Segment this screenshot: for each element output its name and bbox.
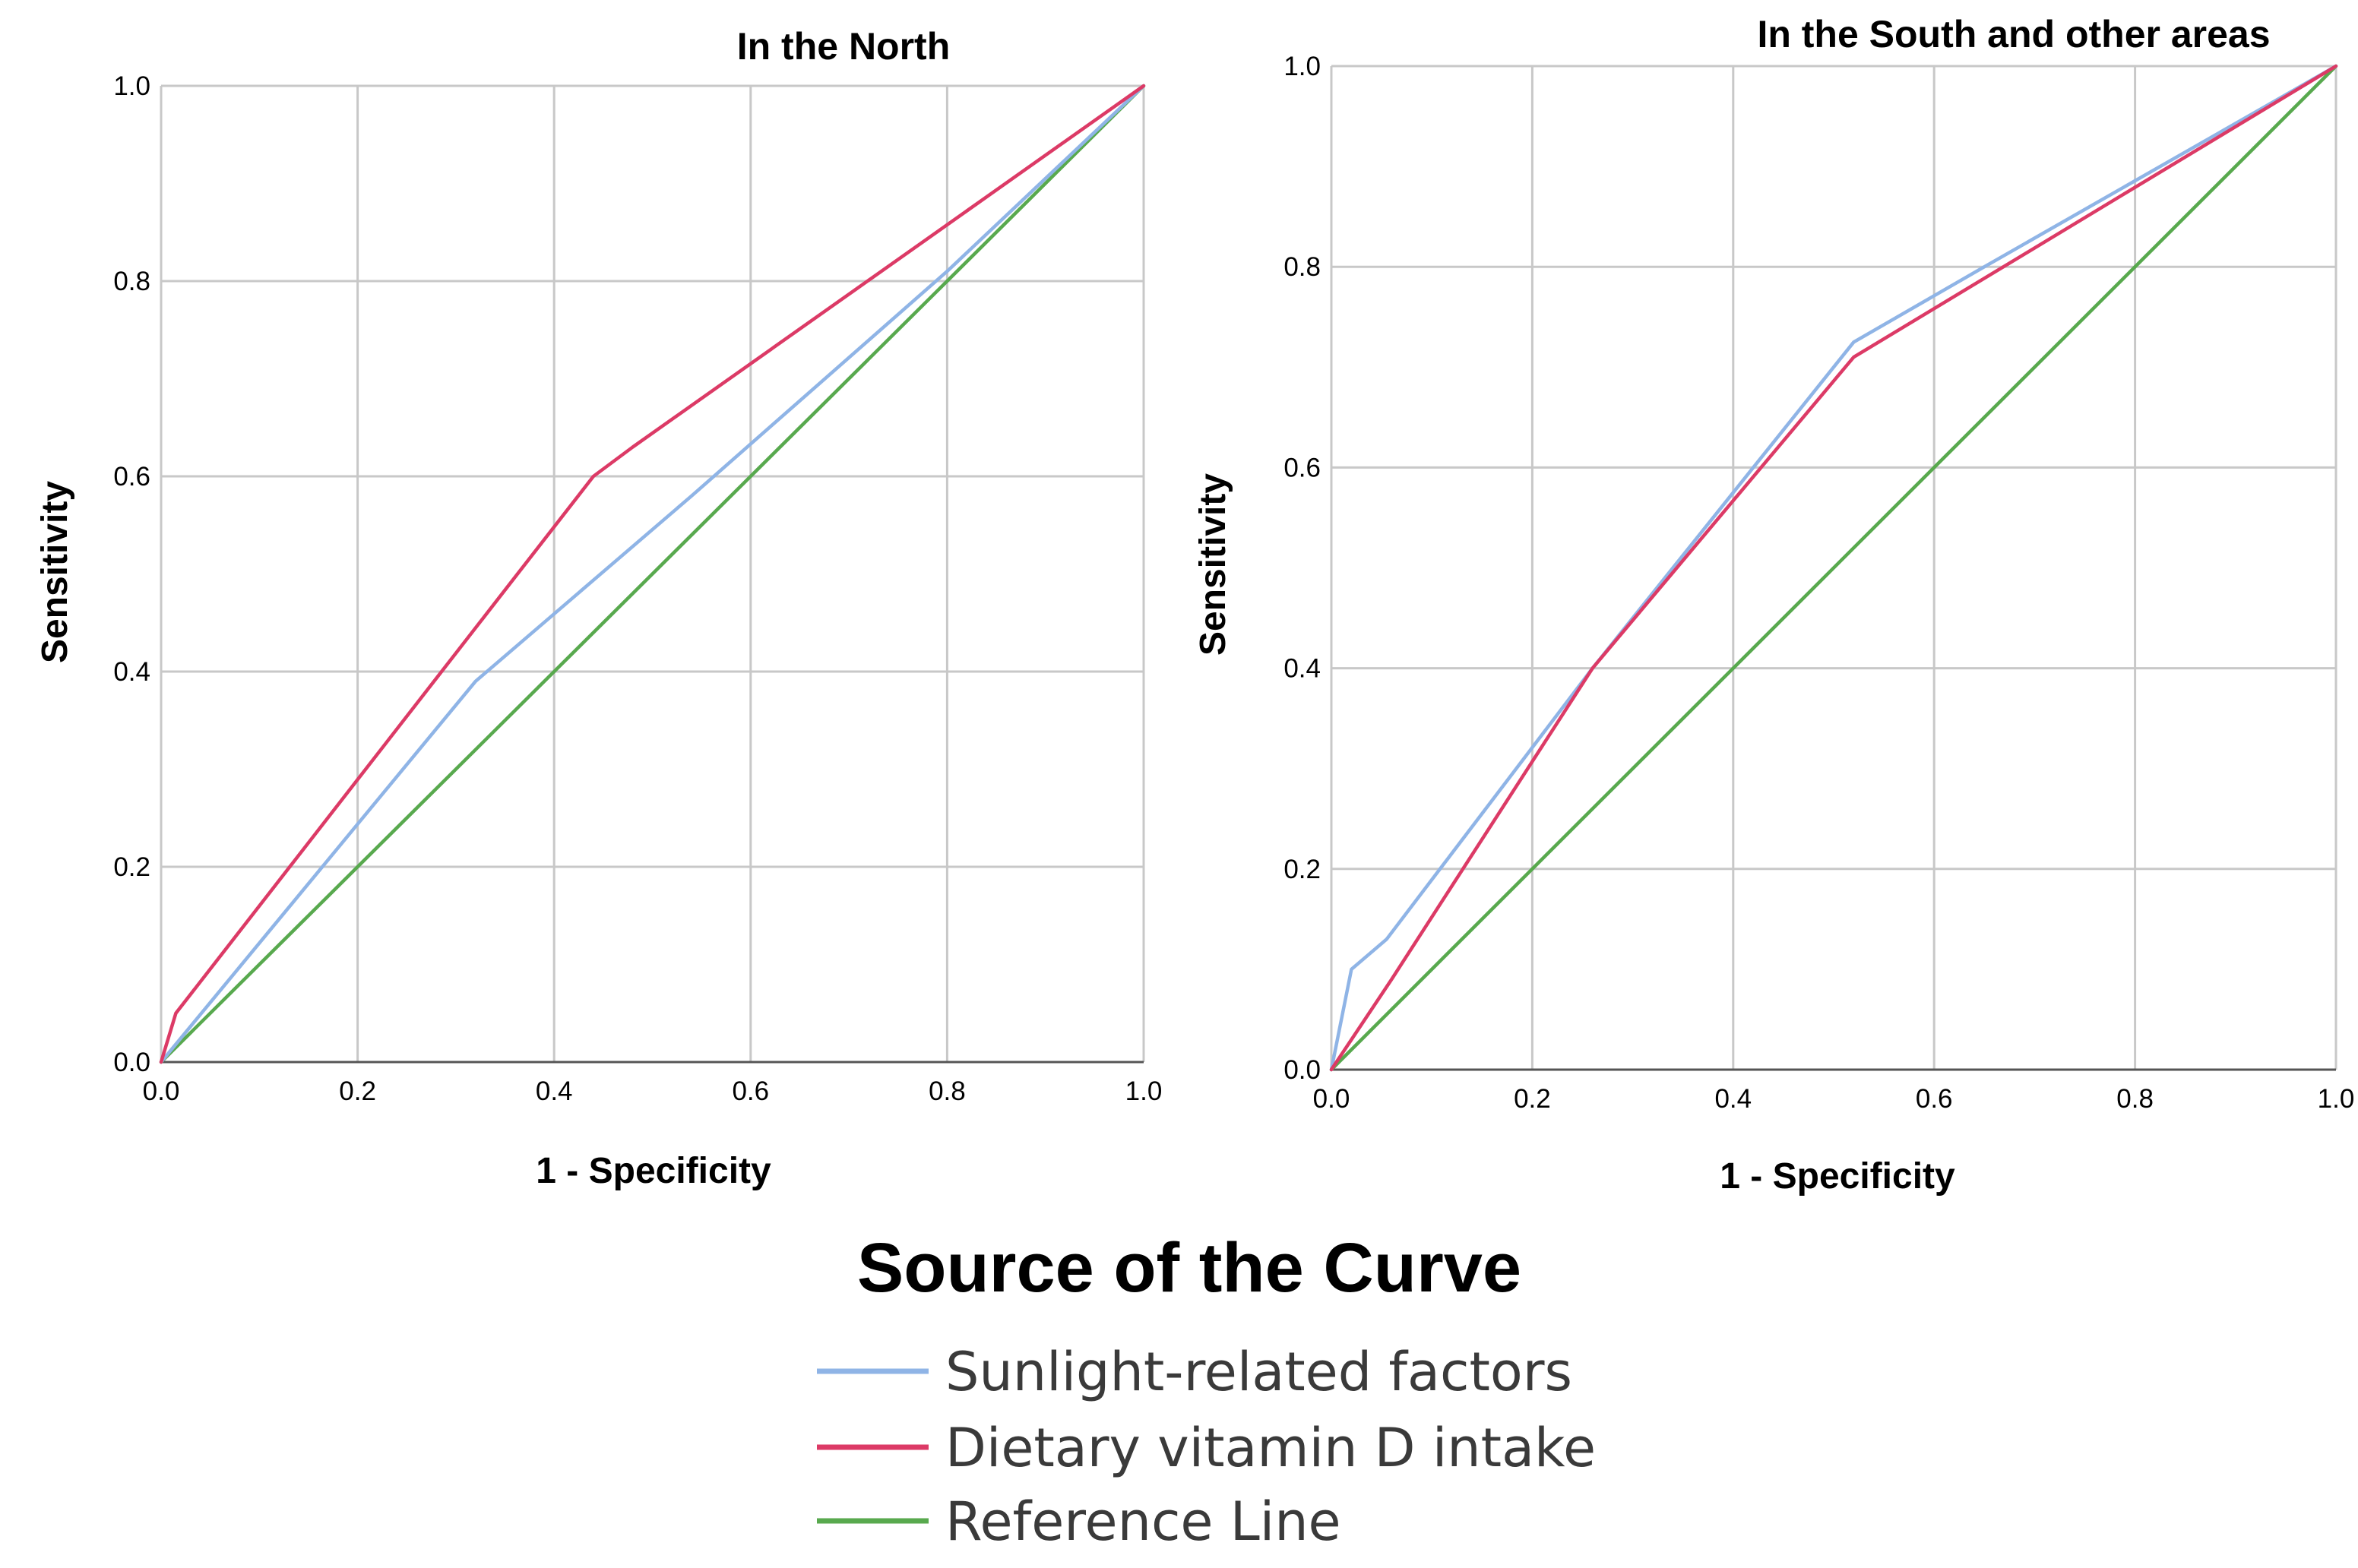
y-tick-label: 0.2 (1283, 855, 1321, 884)
y-tick-label: 0.6 (113, 462, 150, 492)
legend-label-reference: Reference Line (945, 1491, 1341, 1553)
x-tick-label: 0.2 (1514, 1084, 1551, 1114)
series-line-sunlight (159, 84, 1146, 1064)
y-tick-label: 1.0 (1283, 52, 1321, 81)
y-tick-label: 0.0 (1283, 1055, 1321, 1085)
y-tick-label: 0.8 (113, 267, 150, 296)
y-tick-label: 0.4 (1283, 654, 1321, 684)
y-axis-label: Sensitivity (35, 481, 75, 663)
y-tick-label: 0.0 (113, 1048, 150, 1077)
series-line-dietary (159, 84, 1146, 1064)
legend-entry-sunlight: Sunlight-related factors (817, 1341, 1572, 1403)
chart-south: In the South and other areas 0.0 0.2 0.4 0.… (1193, 13, 2354, 1197)
legend-label-dietary: Dietary vitamin D intake (945, 1417, 1596, 1479)
x-tick-label: 0.6 (1916, 1084, 1953, 1114)
series-line-reference (159, 84, 1146, 1064)
legend-title: Source of the Curve (857, 1229, 1521, 1307)
y-tick-label: 0.2 (113, 852, 150, 882)
x-axis-label: 1 - Specificity (1720, 1156, 1955, 1197)
legend-entry-reference: Reference Line (817, 1491, 1341, 1553)
x-tick-label: 0.4 (1714, 1084, 1752, 1114)
x-tick-label: 0.6 (732, 1076, 769, 1106)
series-line-dietary (1329, 64, 2338, 1072)
y-tick-label: 0.8 (1283, 252, 1321, 282)
x-tick-label: 0.2 (339, 1076, 376, 1106)
chart-title: In the South and other areas (1757, 13, 2270, 55)
legend: Source of the Curve Sunlight-related fac… (817, 1229, 1596, 1553)
y-tick-label: 0.6 (1283, 453, 1321, 482)
y-tick-label: 0.4 (113, 657, 150, 687)
x-tick-label: 1.0 (2318, 1084, 2355, 1114)
x-tick-label: 1.0 (1125, 1076, 1163, 1106)
chart-north: In the North 0.0 0.2 0.4 0.6 0.8 1.0 0.0 0.2 0.4… (35, 25, 1162, 1191)
chart-title: In the North (737, 25, 951, 68)
legend-label-sunlight: Sunlight-related factors (945, 1341, 1572, 1403)
x-tick-label: 0.0 (1313, 1084, 1350, 1114)
series-line-reference (1329, 64, 2338, 1072)
y-tick-label: 1.0 (113, 71, 150, 101)
x-tick-label: 0.4 (536, 1076, 573, 1106)
x-tick-label: 0.8 (929, 1076, 966, 1106)
y-axis-label: Sensitivity (1193, 473, 1233, 656)
legend-entry-dietary: Dietary vitamin D intake (817, 1417, 1596, 1479)
x-tick-label: 0.8 (2116, 1084, 2154, 1114)
x-tick-label: 0.0 (143, 1076, 180, 1106)
x-axis-label: 1 - Specificity (536, 1151, 771, 1191)
